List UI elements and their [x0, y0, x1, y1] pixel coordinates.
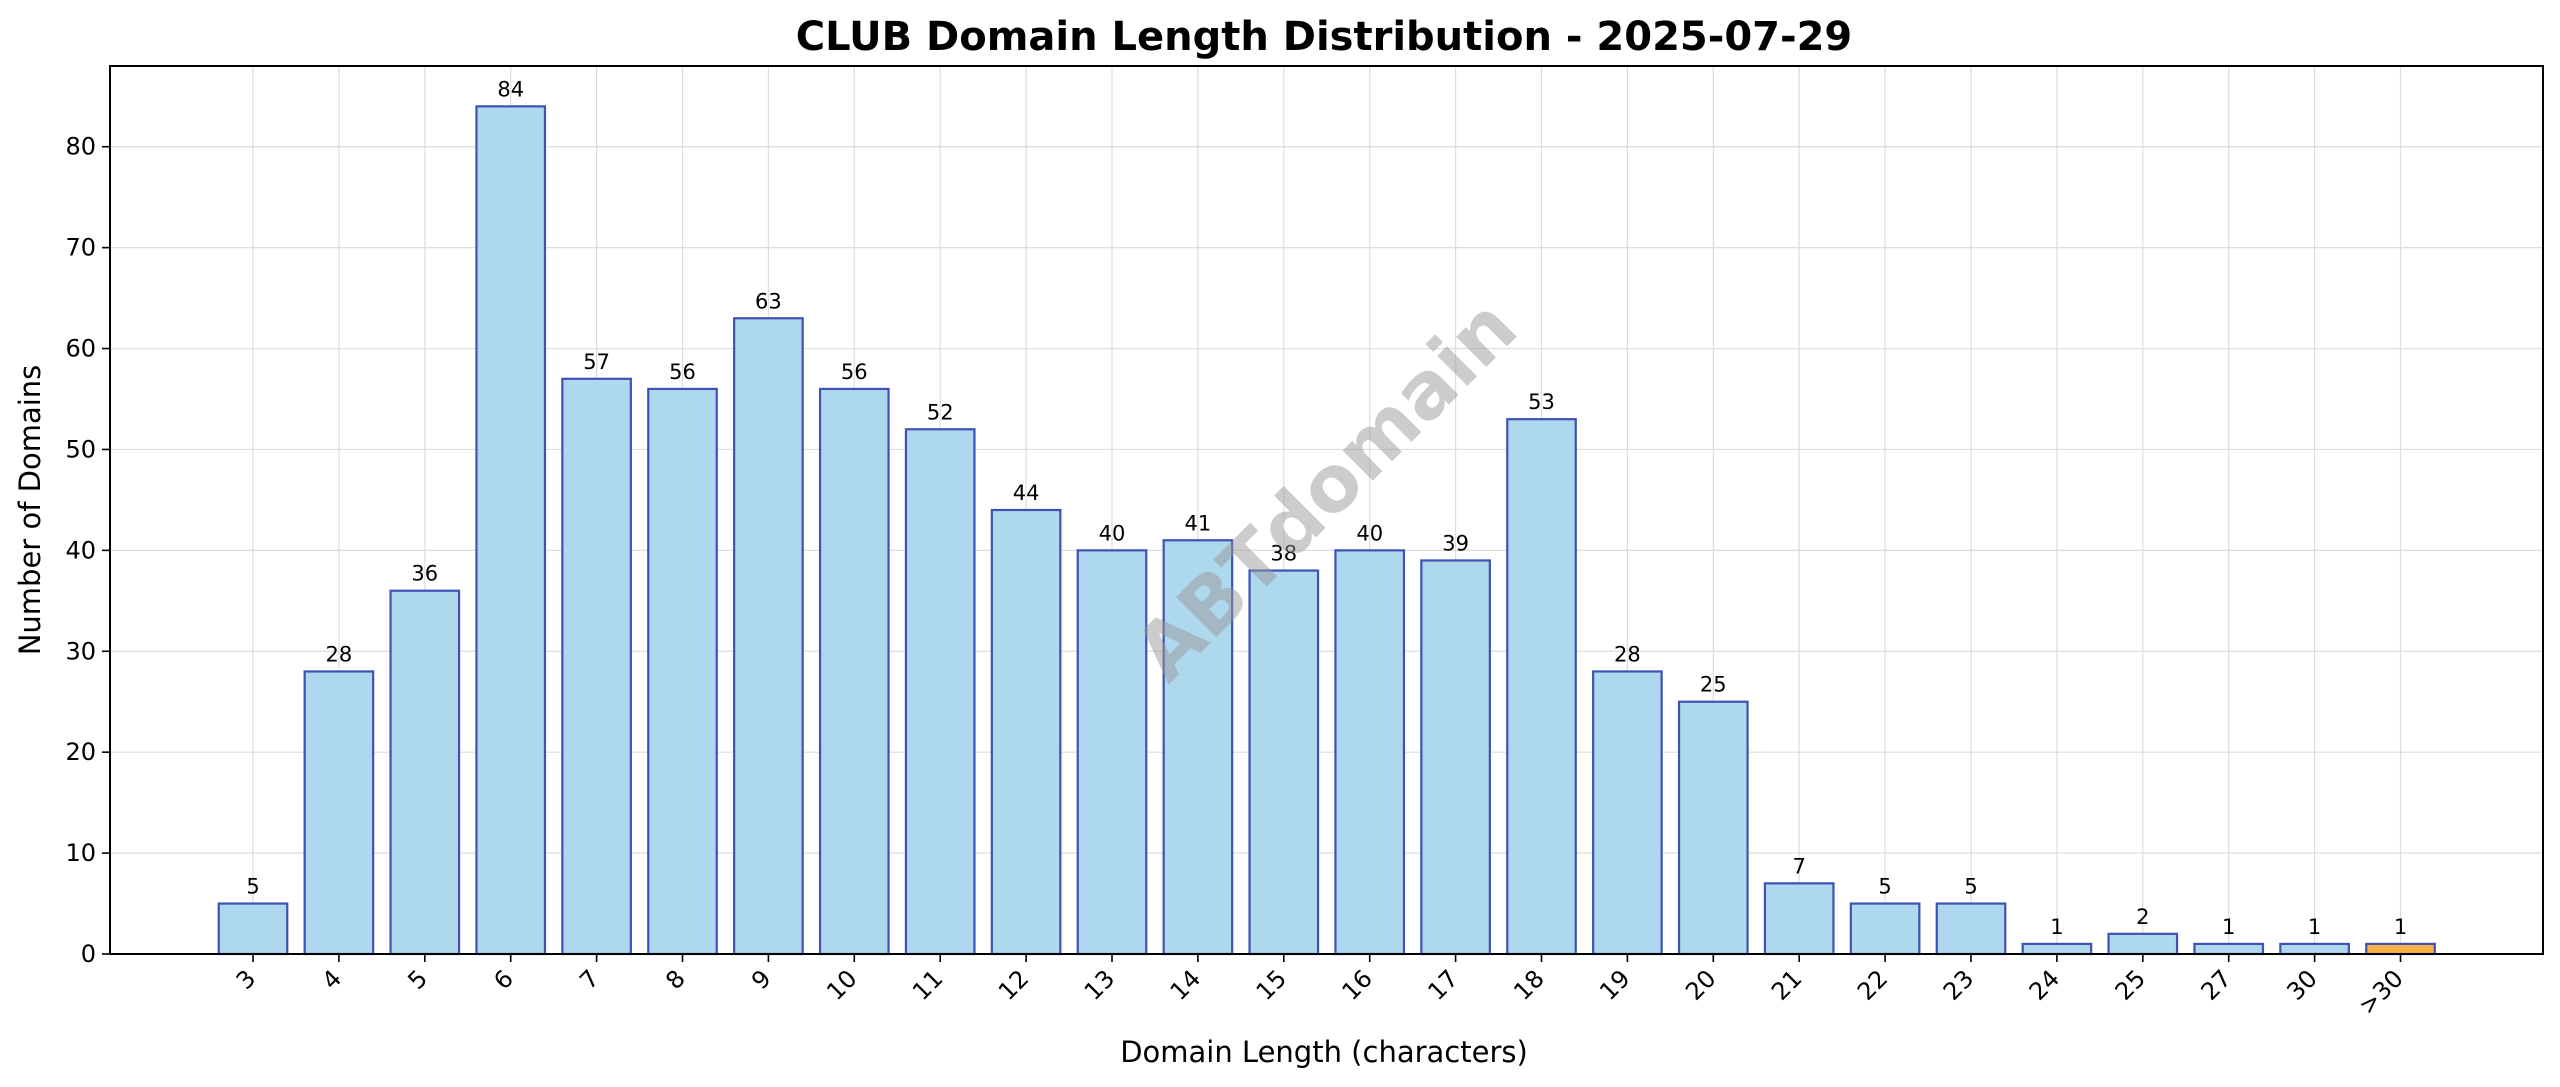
bar-15: [1248, 569, 1320, 956]
data-label: 38: [1270, 542, 1297, 566]
y-tick-label: 40: [65, 536, 96, 564]
bar-18: [1506, 418, 1577, 956]
data-label: 44: [1013, 481, 1040, 505]
bar-22: [1849, 902, 1921, 956]
x-tick-label: 6: [488, 964, 519, 995]
x-tick-label: 15: [1251, 964, 1292, 1005]
y-tick-label: 20: [65, 738, 96, 766]
data-label: 56: [669, 360, 696, 384]
data-label: 5: [246, 875, 259, 899]
x-tick-label: 27: [2196, 964, 2237, 1005]
bar-27: [2193, 942, 2265, 956]
bar-5: [389, 589, 461, 956]
bar-19: [1592, 670, 1663, 956]
data-label: 36: [411, 562, 438, 586]
x-tick-label: 18: [1508, 964, 1549, 1005]
bar-30: [2279, 942, 2350, 956]
data-label: 84: [497, 77, 524, 101]
x-tick-label: 23: [1938, 964, 1979, 1005]
data-label: 1: [2394, 915, 2407, 939]
x-tick-label: 4: [317, 964, 348, 995]
x-tick-label: 12: [993, 964, 1034, 1005]
data-label: 40: [1099, 521, 1126, 545]
x-tick-label: 16: [1337, 964, 1378, 1005]
y-tick-label: 70: [65, 234, 96, 262]
data-label: 2: [2136, 905, 2149, 929]
x-axis-title: Domain Length (characters): [1120, 1035, 1528, 1069]
bar-9: [733, 317, 804, 956]
data-label: 5: [1878, 875, 1891, 899]
bar-3: [217, 902, 289, 956]
bar-25: [2107, 932, 2179, 956]
data-label: 56: [841, 360, 868, 384]
x-tick-label: 24: [2024, 964, 2065, 1005]
x-tick-label: 30: [2281, 964, 2322, 1005]
data-label: 52: [927, 400, 954, 424]
x-tick-label: 21: [1766, 964, 1807, 1005]
bar-16: [1334, 549, 1406, 956]
x-tick-label: 19: [1594, 964, 1635, 1005]
data-label: 63: [755, 289, 782, 313]
bar-13: [1076, 549, 1148, 956]
data-label: 28: [326, 642, 353, 666]
bar-14: [1162, 539, 1234, 956]
x-tick-label: >30: [2353, 964, 2409, 1020]
data-label: 41: [1185, 511, 1212, 535]
bar-6: [475, 105, 547, 956]
bar-10: [818, 387, 890, 956]
data-label: 40: [1356, 521, 1383, 545]
x-tick-label: 11: [907, 964, 948, 1005]
bar-12: [990, 508, 1062, 956]
plot-frame: [109, 65, 2544, 955]
x-tick-label: 7: [574, 964, 605, 995]
x-tick-label: 3: [231, 964, 262, 995]
bars: [217, 105, 2436, 956]
chart-title: CLUB Domain Length Distribution - 2025-0…: [796, 14, 1853, 60]
bar-23: [1935, 902, 2007, 956]
bar->30: [2365, 942, 2436, 956]
x-tick-label: 20: [1680, 964, 1721, 1005]
y-tick-label: 10: [65, 839, 96, 867]
data-label: 28: [1614, 642, 1641, 666]
y-axis-title: Number of Domains: [13, 365, 47, 656]
data-label: 53: [1528, 390, 1555, 414]
bar-17: [1420, 559, 1491, 956]
bar-4: [303, 670, 375, 956]
data-label: 5: [1964, 875, 1977, 899]
data-labels: 5 28 36 84 57 56 63 56 52 44 40 41 38 40 39 53 28 25 7 5 5 1 2…: [246, 77, 2407, 939]
data-label: 57: [583, 350, 610, 374]
x-tick-label: 17: [1422, 964, 1463, 1005]
data-label: 25: [1700, 673, 1727, 697]
bar-24: [2021, 942, 2093, 956]
data-label: 7: [1793, 854, 1806, 878]
y-tick-label: 60: [65, 335, 96, 363]
x-tick-label: 10: [821, 964, 862, 1005]
x-axis-ticks: 3 4 5 6 7 8 9 10 11 12 13 14 15 16 17 18 19 20 21 22 23 24 25 2…: [231, 954, 2409, 1020]
bar-7: [561, 377, 632, 956]
x-tick-label: 5: [402, 964, 433, 995]
data-label: 1: [2050, 915, 2063, 939]
bar-8: [647, 387, 718, 956]
y-tick-label: 50: [65, 435, 96, 463]
x-tick-label: 22: [1852, 964, 1893, 1005]
data-label: 1: [2308, 915, 2321, 939]
data-label: 1: [2222, 915, 2235, 939]
x-tick-label: 8: [660, 964, 691, 995]
bar-11: [904, 428, 976, 956]
bar-21: [1763, 882, 1835, 956]
bar-20: [1677, 700, 1749, 956]
y-axis-ticks: 0 10 20 30 40 50 60 70 80: [65, 133, 110, 968]
y-tick-label: 80: [65, 133, 96, 161]
x-tick-label: 14: [1165, 964, 1206, 1005]
y-tick-label: 0: [81, 940, 96, 968]
x-tick-label: 13: [1079, 964, 1120, 1005]
data-label: 39: [1442, 531, 1469, 555]
x-tick-label: 25: [2110, 964, 2151, 1005]
x-tick-label: 9: [746, 964, 777, 995]
y-tick-label: 30: [65, 637, 96, 665]
